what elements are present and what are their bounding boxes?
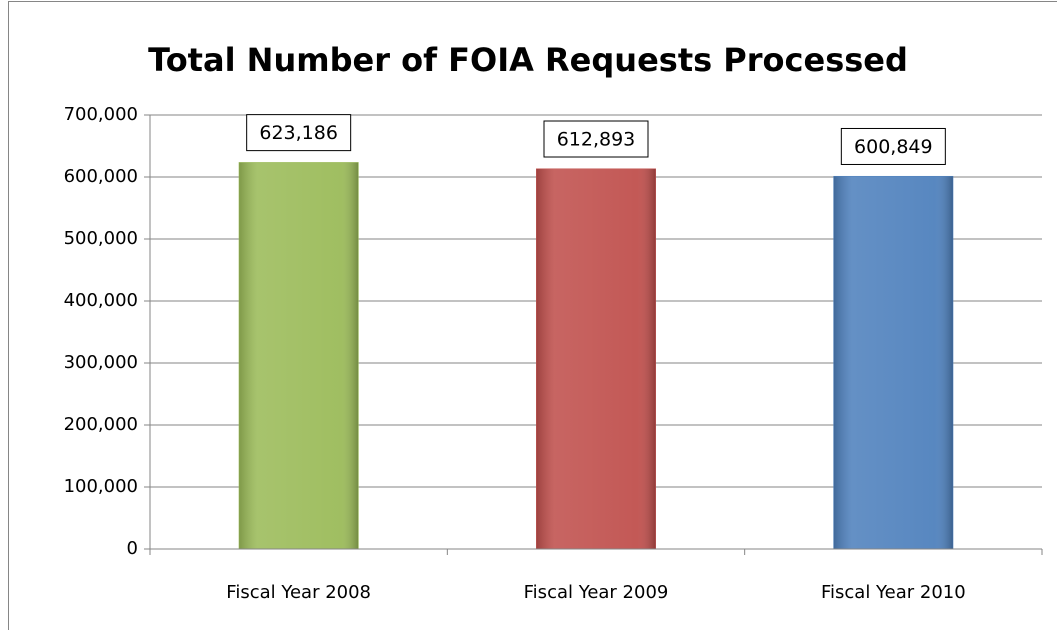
bar-shade: [239, 162, 359, 549]
data-label: 600,849: [854, 136, 933, 158]
x-tick-label: Fiscal Year 2009: [524, 582, 669, 603]
y-tick-label: 500,000: [64, 228, 138, 249]
data-label-box: [543, 120, 649, 158]
bar-shade: [536, 169, 656, 549]
x-tick-label: Fiscal Year 2010: [821, 582, 966, 603]
y-tick-label: 700,000: [64, 104, 138, 125]
y-tick-label: 600,000: [64, 166, 138, 187]
y-tick-label: 300,000: [64, 352, 138, 373]
y-tick-label: 400,000: [64, 290, 138, 311]
data-label: 623,186: [259, 122, 338, 144]
y-tick-label: 100,000: [64, 476, 138, 497]
y-tick-label: 200,000: [64, 414, 138, 435]
data-label-box: [840, 127, 946, 165]
x-tick-label: Fiscal Year 2008: [226, 582, 371, 603]
bar-shade: [833, 176, 953, 549]
data-label: 612,893: [557, 129, 636, 151]
chart-title: Total Number of FOIA Requests Processed: [148, 41, 908, 79]
y-tick-label: 0: [127, 538, 138, 559]
data-label-box: [246, 114, 352, 152]
